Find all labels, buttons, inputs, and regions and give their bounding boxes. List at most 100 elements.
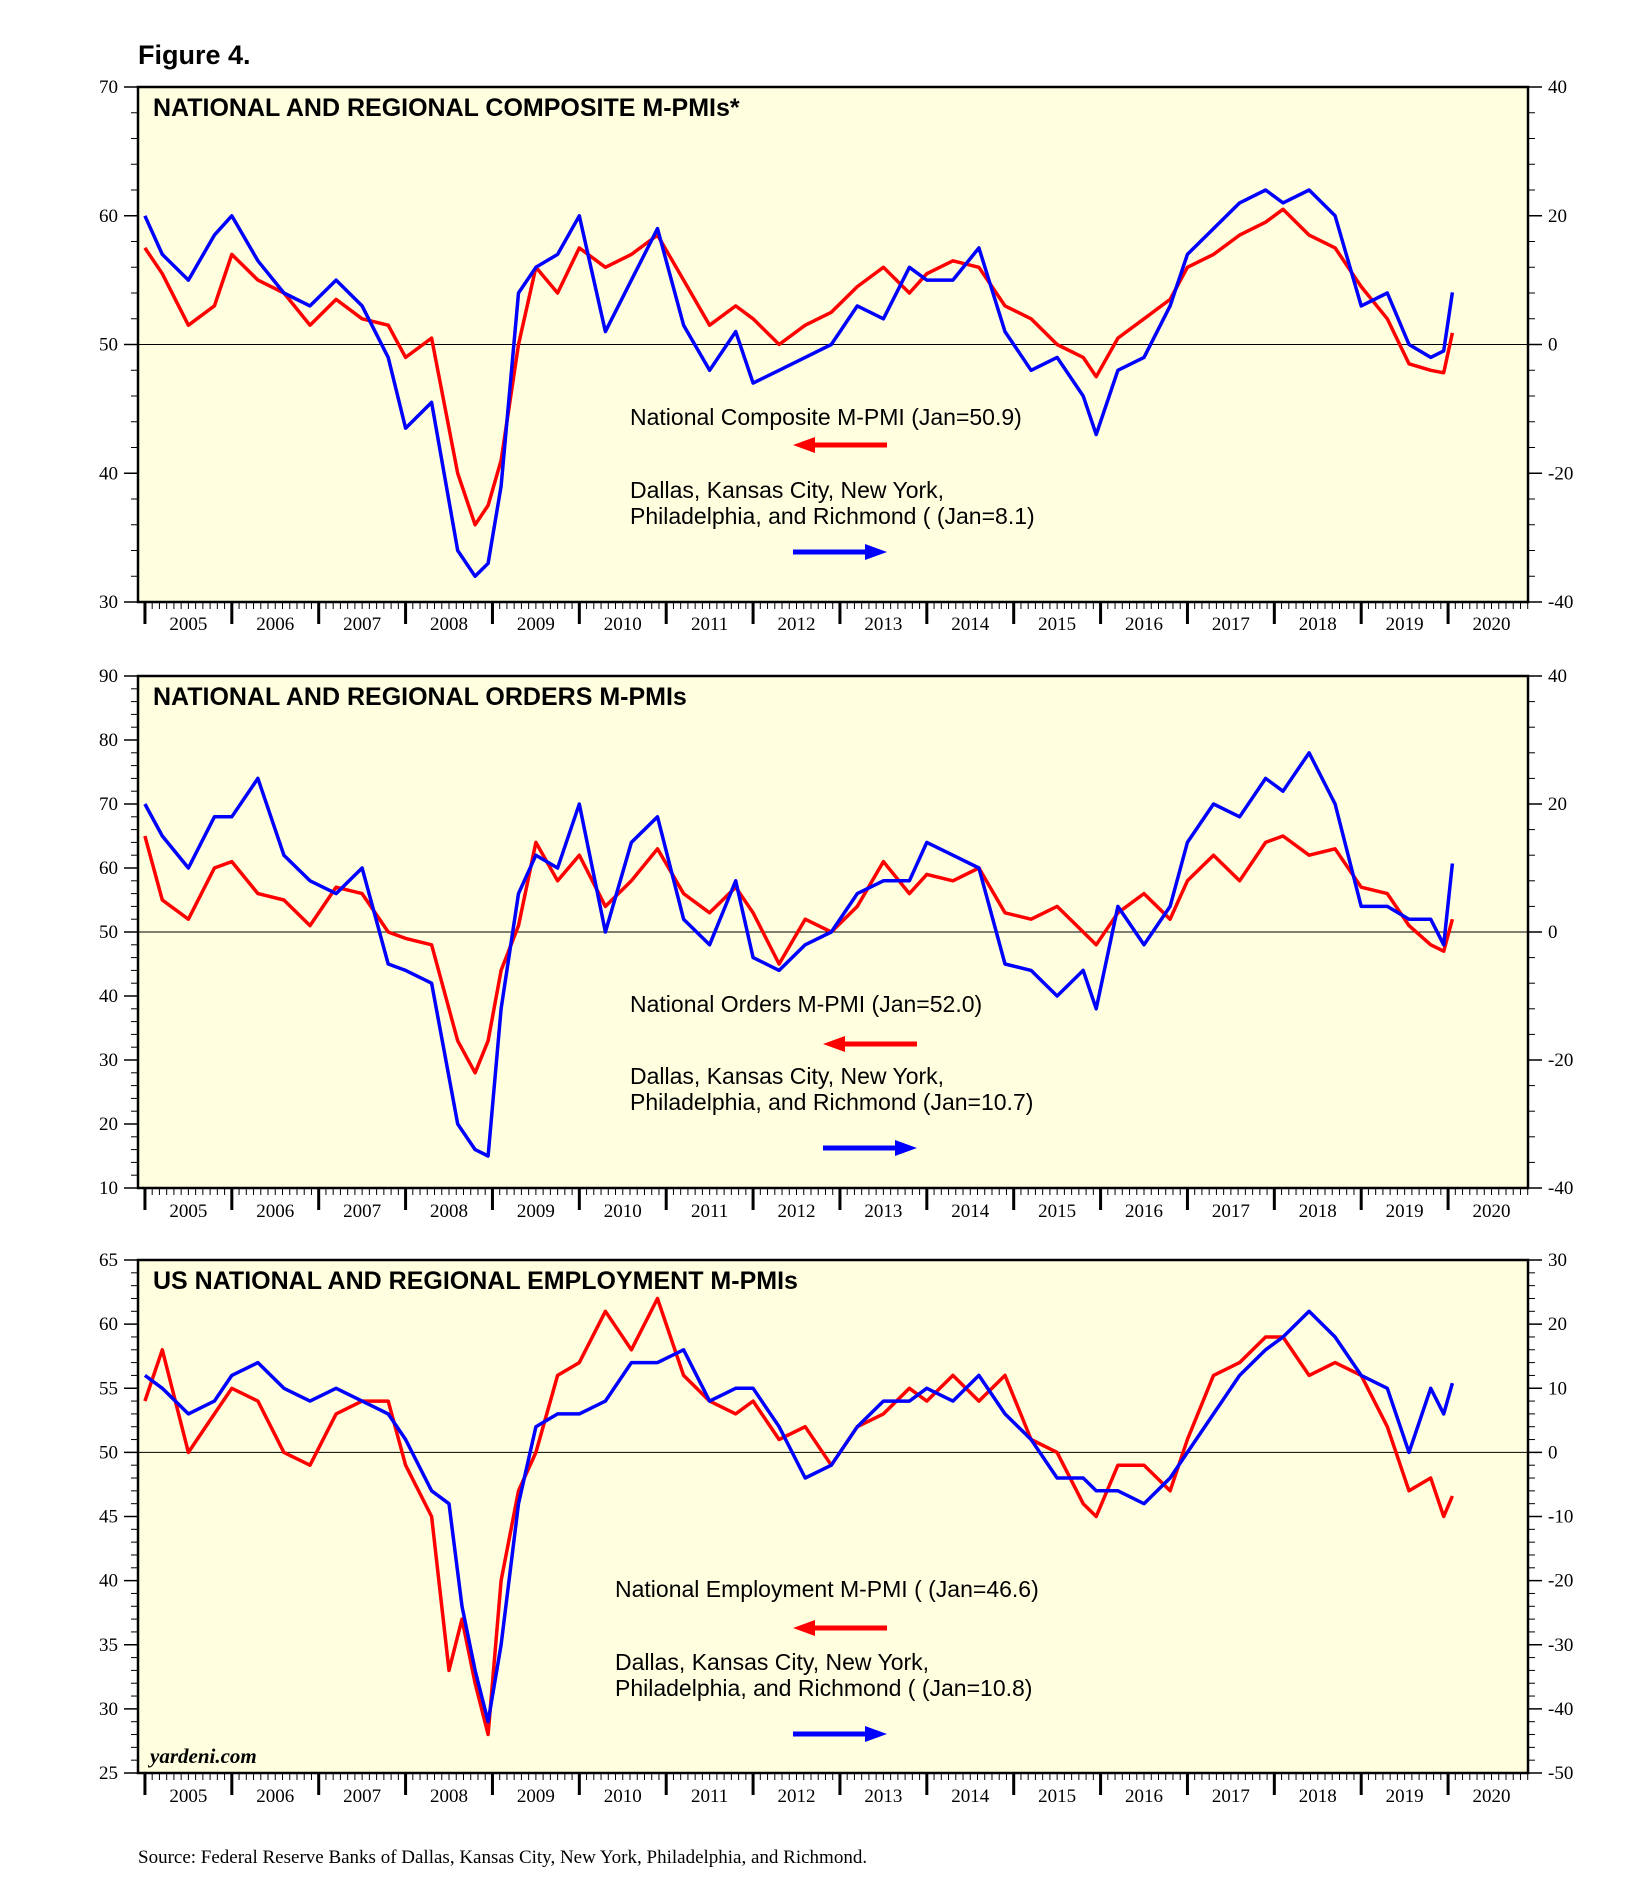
left-tick-label: 55: [99, 1378, 118, 1399]
right-tick-label: 40: [1548, 666, 1567, 687]
right-tick-label: 20: [1548, 1314, 1567, 1335]
regional-arrow-right-icon: [865, 544, 887, 560]
chart-title: US NATIONAL AND REGIONAL EMPLOYMENT M-PM…: [153, 1267, 798, 1295]
x-tick-label: 2010: [604, 1201, 642, 1222]
right-tick-label: 10: [1548, 1378, 1567, 1399]
x-tick-label: 2009: [517, 1786, 555, 1807]
x-tick-label: 2016: [1125, 1201, 1163, 1222]
x-tick-label: 2006: [256, 1201, 294, 1222]
national-legend-text: National Employment M-PMI ( (Jan=46.6): [615, 1576, 1039, 1602]
x-tick-label: 2005: [169, 1201, 207, 1222]
left-tick-label: 40: [99, 463, 118, 484]
national-arrow-left-icon: [823, 1036, 845, 1052]
left-tick-label: 50: [99, 922, 118, 943]
left-tick-label: 50: [99, 1442, 118, 1463]
right-tick-label: -40: [1548, 1699, 1573, 1720]
x-tick-label: 2019: [1386, 1201, 1424, 1222]
x-tick-label: 2013: [864, 1201, 902, 1222]
left-tick-label: 45: [99, 1507, 118, 1528]
source-note: Source: Federal Reserve Banks of Dallas,…: [138, 1847, 868, 1868]
x-tick-label: 2017: [1212, 614, 1250, 635]
left-tick-label: 30: [99, 1050, 118, 1071]
x-tick-label: 2007: [343, 1786, 381, 1807]
right-tick-label: -30: [1548, 1635, 1573, 1656]
x-tick-label: 2012: [778, 1201, 816, 1222]
regional-legend-text-line1: Dallas, Kansas City, New York,: [615, 1649, 929, 1675]
regional-series-line: [143, 188, 1455, 579]
regional-arrow-right-icon: [865, 1726, 887, 1742]
right-tick-label: 0: [1548, 335, 1558, 356]
x-tick-label: 2019: [1386, 614, 1424, 635]
left-tick-label: 70: [99, 77, 118, 98]
national-arrow-left-icon: [793, 437, 815, 453]
left-tick-label: 10: [99, 1178, 118, 1199]
left-tick-label: 30: [99, 1699, 118, 1720]
x-tick-label: 2019: [1386, 1786, 1424, 1807]
chart-title: NATIONAL AND REGIONAL COMPOSITE M-PMIs*: [153, 94, 740, 122]
regional-legend-text-line1: Dallas, Kansas City, New York,: [630, 477, 944, 503]
left-tick-label: 25: [99, 1763, 118, 1784]
chart-panel-3: 25 30 35 40 45 50 55 60 65 -50 -40 -30 -20 -10 0 10 20 30…: [99, 1250, 1573, 1807]
plot-area: [136, 1258, 1530, 1775]
x-tick-label: 2014: [951, 614, 990, 635]
regional-series-line: [143, 1309, 1455, 1724]
x-tick-label: 2016: [1125, 614, 1163, 635]
right-tick-label: -20: [1548, 463, 1573, 484]
x-tick-label: 2020: [1473, 1201, 1511, 1222]
x-tick-label: 2015: [1038, 614, 1076, 635]
left-tick-label: 60: [99, 858, 118, 879]
right-tick-label: -10: [1548, 1507, 1573, 1528]
x-tick-label: 2017: [1212, 1201, 1250, 1222]
x-tick-label: 2015: [1038, 1786, 1076, 1807]
x-tick-label: 2018: [1299, 614, 1337, 635]
national-legend-text: National Composite M-PMI (Jan=50.9): [630, 404, 1022, 430]
x-tick-label: 2008: [430, 1201, 468, 1222]
right-tick-label: 30: [1548, 1250, 1567, 1271]
x-tick-label: 2009: [517, 614, 555, 635]
left-tick-label: 20: [99, 1114, 118, 1135]
x-tick-label: 2008: [430, 1786, 468, 1807]
x-tick-label: 2010: [604, 1786, 642, 1807]
x-tick-label: 2018: [1299, 1786, 1337, 1807]
x-tick-label: 2020: [1473, 614, 1511, 635]
x-tick-label: 2006: [256, 614, 294, 635]
regional-series-line: [143, 751, 1455, 1158]
right-tick-label: 0: [1548, 922, 1558, 943]
left-tick-label: 90: [99, 666, 118, 687]
x-tick-label: 2005: [169, 1786, 207, 1807]
national-legend-text: National Orders M-PMI (Jan=52.0): [630, 991, 982, 1017]
x-tick-label: 2009: [517, 1201, 555, 1222]
x-tick-label: 2007: [343, 1201, 381, 1222]
x-tick-label: 2012: [778, 1786, 816, 1807]
regional-arrow-right-icon: [895, 1140, 917, 1156]
x-tick-label: 2013: [864, 1786, 902, 1807]
right-tick-label: -40: [1548, 592, 1573, 613]
x-tick-label: 2010: [604, 614, 642, 635]
right-tick-label: -40: [1548, 1178, 1573, 1199]
x-tick-label: 2011: [691, 614, 728, 635]
x-tick-label: 2008: [430, 614, 468, 635]
watermark-text: yardeni.com: [147, 1744, 257, 1768]
right-tick-label: 40: [1548, 77, 1567, 98]
right-tick-label: 0: [1548, 1442, 1558, 1463]
right-tick-label: -50: [1548, 1763, 1573, 1784]
x-tick-label: 2020: [1473, 1786, 1511, 1807]
x-tick-label: 2015: [1038, 1201, 1076, 1222]
regional-legend-text-line2: Philadelphia, and Richmond ( (Jan=10.8): [615, 1675, 1032, 1701]
x-tick-label: 2005: [169, 614, 207, 635]
chart-panel-2: 10 20 30 40 50 60 70 80 90 -40 -20 0 20 40 2005 2006 200…: [99, 666, 1573, 1222]
national-series-line: [143, 1296, 1455, 1737]
right-tick-label: 20: [1548, 794, 1567, 815]
x-tick-label: 2017: [1212, 1786, 1250, 1807]
x-tick-label: 2011: [691, 1201, 728, 1222]
national-arrow-left-icon: [793, 1620, 815, 1636]
x-tick-label: 2014: [951, 1786, 990, 1807]
right-tick-label: 20: [1548, 206, 1567, 227]
chart-panel-1: 30 40 50 60 70 -40 -20 0 20 40 2005 2006 2007 2008 200…: [99, 77, 1573, 635]
left-tick-label: 35: [99, 1635, 118, 1656]
regional-legend-text-line1: Dallas, Kansas City, New York,: [630, 1063, 944, 1089]
left-tick-label: 60: [99, 206, 118, 227]
right-tick-label: -20: [1548, 1050, 1573, 1071]
